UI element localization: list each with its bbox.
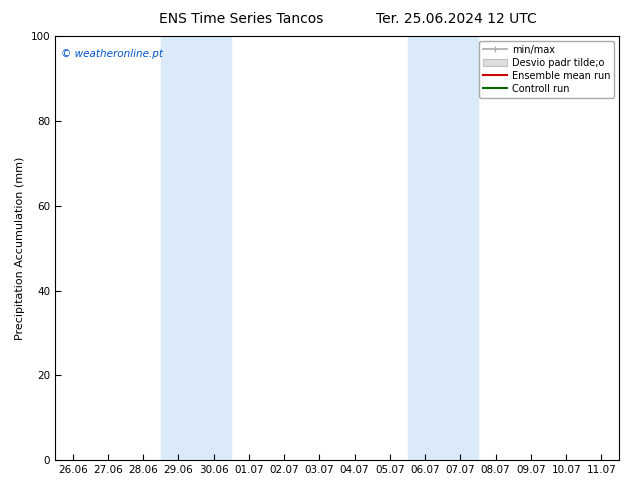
Text: Ter. 25.06.2024 12 UTC: Ter. 25.06.2024 12 UTC	[376, 12, 537, 26]
Y-axis label: Precipitation Accumulation (mm): Precipitation Accumulation (mm)	[15, 156, 25, 340]
Bar	[161, 36, 231, 460]
Text: © weatheronline.pt: © weatheronline.pt	[61, 49, 163, 59]
Legend: min/max, Desvio padr tilde;o, Ensemble mean run, Controll run: min/max, Desvio padr tilde;o, Ensemble m…	[479, 41, 614, 98]
Text: ENS Time Series Tancos: ENS Time Series Tancos	[158, 12, 323, 26]
Bar	[408, 36, 478, 460]
